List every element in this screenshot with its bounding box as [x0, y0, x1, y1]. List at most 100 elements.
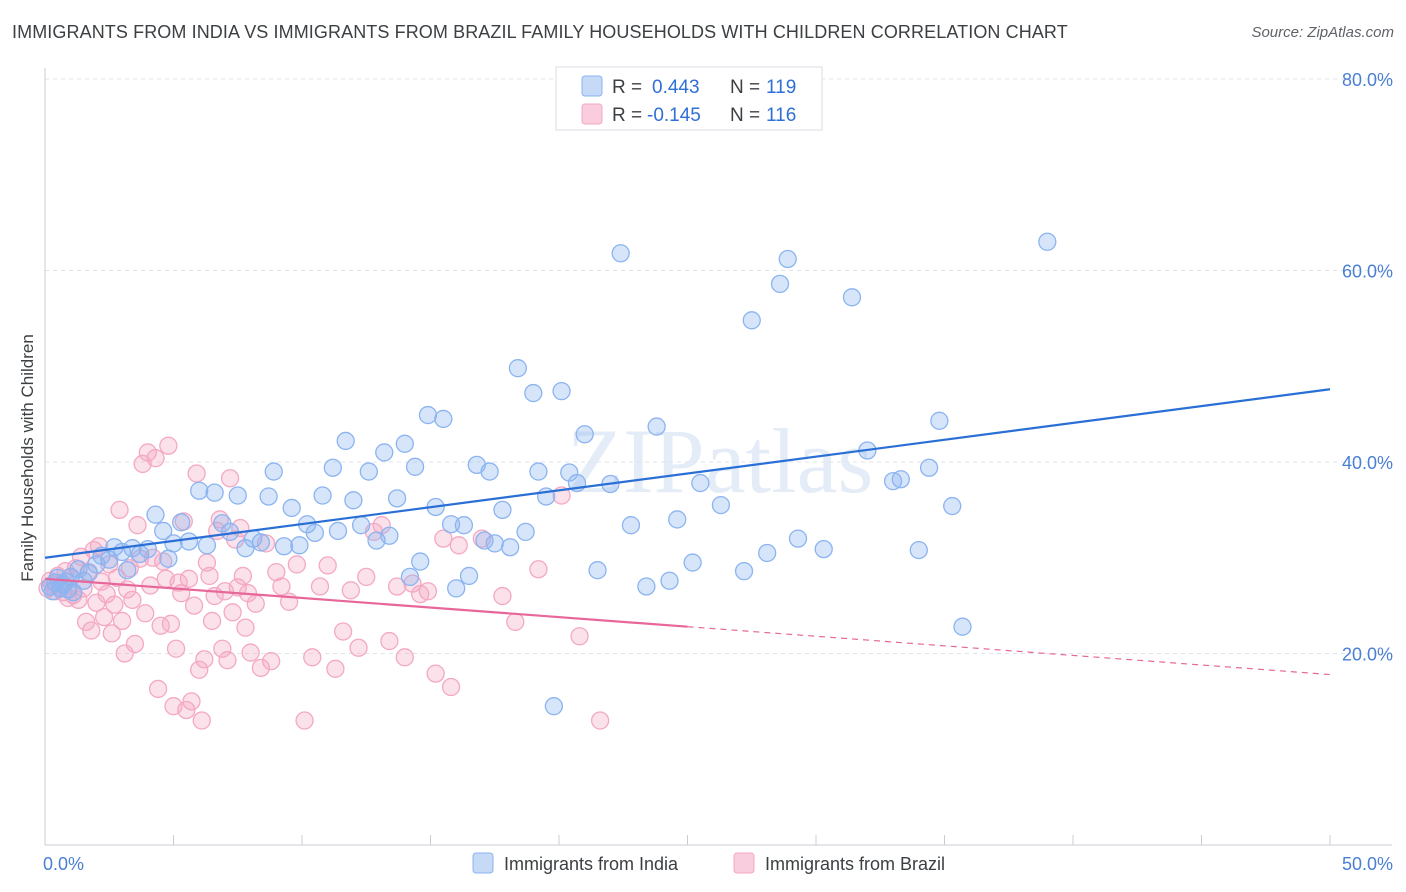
india-point	[501, 538, 520, 557]
brazil-point	[590, 711, 610, 730]
brazil-point	[341, 581, 360, 600]
india-point	[154, 521, 173, 541]
india-point	[742, 311, 761, 330]
brazil-point	[192, 711, 211, 730]
brazil-point	[112, 611, 132, 631]
india-point	[683, 553, 702, 572]
brazil-trendline	[44, 577, 688, 628]
brazil-point	[161, 614, 181, 633]
india-point	[274, 537, 294, 556]
india-point	[172, 513, 191, 532]
india-point	[891, 470, 910, 489]
brazil-point	[387, 577, 407, 596]
y-tick-labels: 20.0% 40.0% 60.0% 80.0%	[1342, 70, 1393, 665]
india-point	[375, 443, 394, 462]
brazil-point	[251, 658, 271, 678]
legend-swatch-brazil	[581, 103, 603, 125]
india-point	[611, 244, 630, 263]
brazil-point	[529, 560, 548, 579]
india-point	[164, 534, 183, 553]
brazil-point	[76, 612, 96, 632]
brazil-point	[267, 562, 286, 582]
y-tick-label: 20.0%	[1342, 645, 1393, 665]
india-point	[480, 462, 499, 481]
brazil-point	[349, 638, 368, 657]
india-point	[842, 288, 862, 307]
india-trendline	[44, 388, 1331, 559]
brazil-point	[125, 634, 145, 654]
source-credit: Source: ZipAtlas.com	[1251, 24, 1394, 41]
india-point	[282, 498, 301, 518]
brazil-point	[223, 603, 242, 622]
india-point	[118, 561, 137, 580]
top-legend: R = 0.443 N = 119 R = -0.145 N = 116	[555, 66, 823, 131]
brazil-point	[441, 677, 461, 697]
bottom-legend-india: Immigrants from India	[504, 854, 679, 874]
india-point	[508, 359, 528, 378]
brazil-point	[184, 596, 204, 615]
y-tick-label: 60.0%	[1342, 262, 1393, 282]
india-point	[251, 533, 271, 552]
legend-brazil-n-value: 116	[766, 105, 796, 126]
india-point	[943, 496, 962, 516]
india-point	[411, 552, 430, 571]
y-tick-label: 80.0%	[1342, 70, 1393, 90]
india-point	[441, 515, 461, 534]
india-point	[69, 560, 88, 579]
x-tick-label-max: 50.0%	[1342, 854, 1393, 874]
india-point	[313, 486, 332, 505]
series-brazil-points	[38, 436, 610, 730]
legend-brazil-n-label: N =	[730, 105, 760, 126]
india-point	[552, 381, 571, 401]
india-point	[359, 462, 378, 481]
brazil-point	[380, 631, 399, 651]
legend-brazil-r-value: -0.145	[647, 105, 701, 126]
india-point	[575, 425, 594, 444]
india-point	[909, 540, 928, 560]
y-axis-label: Family Households with Children	[18, 334, 37, 582]
brazil-point	[82, 621, 101, 640]
india-point	[814, 539, 833, 559]
brazil-point	[202, 611, 222, 631]
brazil-point	[146, 449, 165, 468]
trendlines	[44, 388, 1331, 676]
gridlines	[45, 78, 1392, 654]
india-point	[734, 562, 754, 581]
brazil-point	[128, 516, 147, 535]
india-point	[770, 274, 790, 294]
india-point	[328, 521, 348, 541]
india-point	[711, 495, 731, 515]
brazil-point	[241, 643, 260, 662]
brazil-point	[179, 569, 199, 588]
india-point	[475, 531, 494, 550]
brazil-point	[272, 577, 291, 596]
brazil-point	[570, 627, 589, 646]
india-point	[788, 529, 808, 548]
india-point	[228, 486, 247, 505]
brazil-point	[326, 659, 345, 678]
brazil-point	[159, 436, 178, 455]
india-point	[953, 617, 972, 636]
chart-title: IMMIGRANTS FROM INDIA VS IMMIGRANTS FROM…	[12, 22, 1068, 42]
brazil-point	[310, 577, 330, 596]
brazil-point	[107, 568, 127, 588]
brazil-point	[94, 607, 114, 627]
brazil-point	[190, 660, 209, 679]
brazil-point	[357, 567, 376, 587]
india-point	[660, 571, 679, 590]
india-point	[454, 516, 474, 535]
india-point	[529, 462, 548, 481]
india-point	[179, 532, 199, 551]
brazil-point	[110, 500, 129, 520]
brazil-point	[233, 566, 253, 586]
brazil-point	[228, 578, 247, 597]
india-point	[387, 489, 407, 508]
brazil-point	[318, 556, 337, 575]
india-point	[418, 405, 438, 425]
brazil-point	[236, 618, 255, 637]
india-point	[524, 383, 543, 403]
india-point	[190, 481, 209, 500]
india-point	[516, 522, 535, 542]
india-point	[380, 526, 399, 545]
